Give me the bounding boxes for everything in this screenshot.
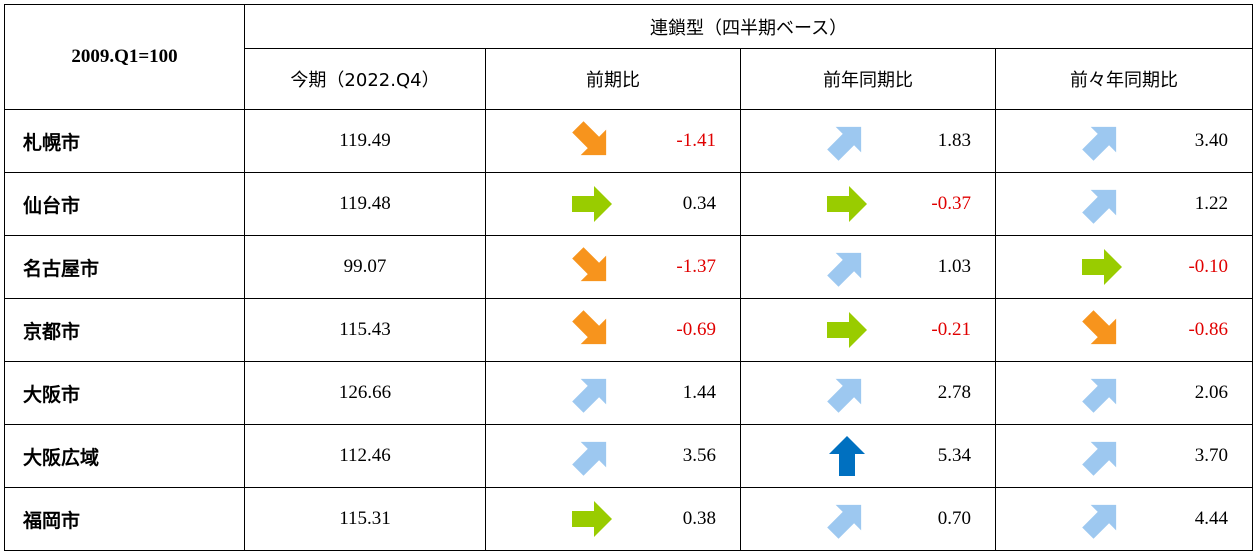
current-value: 115.31 xyxy=(244,487,486,551)
right-green-arrow-icon xyxy=(1082,249,1122,285)
down-right-orange-arrow-icon xyxy=(572,121,607,156)
qoq-cell: -1.37 xyxy=(485,235,741,299)
yoy-value: 1.03 xyxy=(937,256,971,277)
yoy-cell: 0.70 xyxy=(740,487,996,551)
col-header-qoq: 前期比 xyxy=(485,48,741,110)
yoy-value: -0.37 xyxy=(931,193,971,214)
right-green-arrow-icon xyxy=(827,186,867,222)
yoy-value: 5.34 xyxy=(937,445,971,466)
current-value: 115.43 xyxy=(244,298,486,362)
right-green-arrow-icon xyxy=(827,312,867,348)
yoy-cell: -0.37 xyxy=(740,172,996,236)
base-label: 2009.Q1=100 xyxy=(4,4,245,110)
up-right-lightblue-arrow-icon xyxy=(1082,189,1117,224)
table-row: 仙台市 119.48 0.34 -0.37 1.22 xyxy=(4,172,1254,236)
right-green-arrow-icon xyxy=(572,186,612,222)
current-value: 112.46 xyxy=(244,424,486,488)
right-green-arrow-icon xyxy=(572,501,612,537)
y2-cell: -0.86 xyxy=(994,298,1254,362)
current-value: 119.48 xyxy=(244,172,486,236)
down-right-orange-arrow-icon xyxy=(1082,310,1117,345)
y2-value: 1.22 xyxy=(1194,193,1229,214)
qoq-value: 1.44 xyxy=(682,382,716,403)
down-right-orange-arrow-icon xyxy=(572,310,607,345)
price-index-table: 2009.Q1=100 連鎖型（四半期ベース） 今期（2022.Q4） 前期比 … xyxy=(4,4,1254,551)
qoq-cell: -0.69 xyxy=(485,298,741,362)
qoq-cell: 0.38 xyxy=(485,487,741,551)
qoq-value: -0.69 xyxy=(676,319,716,340)
y2-value: 3.70 xyxy=(1194,445,1229,466)
qoq-value: 0.34 xyxy=(682,193,716,214)
table-row: 札幌市 119.49 -1.41 1.83 3.40 xyxy=(4,109,1254,173)
qoq-value: 0.38 xyxy=(682,508,716,529)
yoy-value: 1.83 xyxy=(937,130,971,151)
group-header: 連鎖型（四半期ベース） xyxy=(243,4,1254,49)
y2-cell: 4.44 xyxy=(994,487,1254,551)
y2-value: -0.86 xyxy=(1188,319,1229,340)
city-name: 仙台市 xyxy=(4,172,245,236)
table-row: 福岡市 115.31 0.38 0.70 4.44 xyxy=(4,487,1254,551)
up-right-lightblue-arrow-icon xyxy=(1082,441,1117,476)
y2-cell: 3.70 xyxy=(994,424,1254,488)
y2-value: 4.44 xyxy=(1194,508,1229,529)
current-value: 126.66 xyxy=(244,361,486,425)
city-name: 大阪広域 xyxy=(4,424,245,488)
up-right-lightblue-arrow-icon xyxy=(827,252,862,287)
up-right-lightblue-arrow-icon xyxy=(1082,504,1117,539)
yoy-cell: 5.34 xyxy=(740,424,996,488)
y2-cell: -0.10 xyxy=(994,235,1254,299)
qoq-cell: 0.34 xyxy=(485,172,741,236)
up-blue-arrow-icon xyxy=(829,436,865,476)
current-value: 119.49 xyxy=(244,109,486,173)
yoy-value: 0.70 xyxy=(937,508,971,529)
city-name: 福岡市 xyxy=(4,487,245,551)
city-name: 京都市 xyxy=(4,298,245,362)
qoq-value: 3.56 xyxy=(682,445,716,466)
qoq-cell: 1.44 xyxy=(485,361,741,425)
y2-value: 2.06 xyxy=(1194,382,1229,403)
table-row: 大阪市 126.66 1.44 2.78 2.06 xyxy=(4,361,1254,425)
table-row: 大阪広域 112.46 3.56 5.34 3.70 xyxy=(4,424,1254,488)
qoq-cell: -1.41 xyxy=(485,109,741,173)
table-row: 京都市 115.43 -0.69 -0.21 -0.86 xyxy=(4,298,1254,362)
table-row: 名古屋市 99.07 -1.37 1.03 -0.10 xyxy=(4,235,1254,299)
up-right-lightblue-arrow-icon xyxy=(1082,126,1117,161)
col-header-2y: 前々年同期比 xyxy=(994,48,1254,110)
up-right-lightblue-arrow-icon xyxy=(572,441,607,476)
yoy-value: 2.78 xyxy=(937,382,971,403)
current-value: 99.07 xyxy=(244,235,486,299)
col-header-current: 今期（2022.Q4） xyxy=(244,48,486,110)
up-right-lightblue-arrow-icon xyxy=(827,126,862,161)
y2-cell: 1.22 xyxy=(994,172,1254,236)
y2-cell: 3.40 xyxy=(994,109,1254,173)
yoy-cell: 2.78 xyxy=(740,361,996,425)
y2-value: -0.10 xyxy=(1188,256,1229,277)
up-right-lightblue-arrow-icon xyxy=(1082,378,1117,413)
up-right-lightblue-arrow-icon xyxy=(827,378,862,413)
yoy-cell: -0.21 xyxy=(740,298,996,362)
y2-value: 3.40 xyxy=(1194,130,1229,151)
y2-cell: 2.06 xyxy=(994,361,1254,425)
up-right-lightblue-arrow-icon xyxy=(572,378,607,413)
down-right-orange-arrow-icon xyxy=(572,247,607,282)
qoq-value: -1.37 xyxy=(676,256,716,277)
city-name: 名古屋市 xyxy=(4,235,245,299)
yoy-cell: 1.83 xyxy=(740,109,996,173)
qoq-cell: 3.56 xyxy=(485,424,741,488)
yoy-value: -0.21 xyxy=(931,319,971,340)
up-right-lightblue-arrow-icon xyxy=(827,504,862,539)
col-header-yoy: 前年同期比 xyxy=(740,48,996,110)
qoq-value: -1.41 xyxy=(676,130,716,151)
city-name: 大阪市 xyxy=(4,361,245,425)
city-name: 札幌市 xyxy=(4,109,245,173)
yoy-cell: 1.03 xyxy=(740,235,996,299)
